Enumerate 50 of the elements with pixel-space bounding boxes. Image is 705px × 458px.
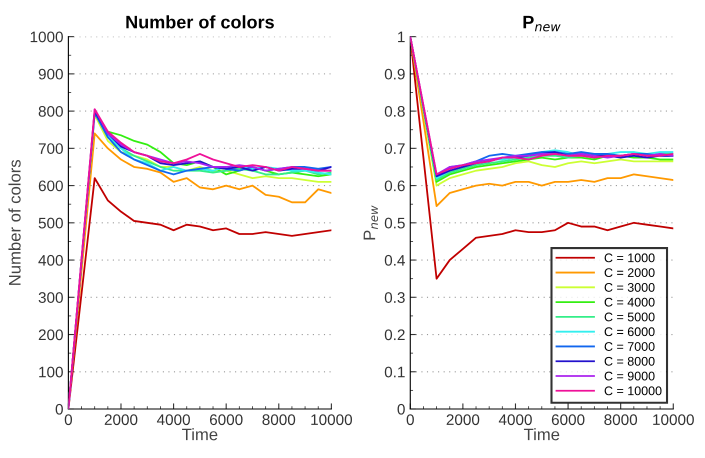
y-tick-label: 0.7 xyxy=(384,143,405,154)
y-tick-label: 0 xyxy=(398,404,405,415)
y-tick-label: 800 xyxy=(38,106,63,117)
y-tick-label: 900 xyxy=(38,68,63,80)
x-tick-label: 0 xyxy=(64,414,72,426)
x-tick-label: 4000 xyxy=(156,414,190,426)
x-tick-label: 6000 xyxy=(210,414,243,426)
legend-label: C = 7000 xyxy=(604,342,655,351)
y-tick-label: 1000 xyxy=(30,32,63,42)
y-tick-label: 0 xyxy=(56,404,63,415)
y-tick-label: 0.1 xyxy=(384,366,405,378)
y-tick-label: 200 xyxy=(38,329,63,340)
y-tick-label: 0.6 xyxy=(384,180,405,192)
x-axis-title: Time xyxy=(182,428,218,440)
chart-title: P$_{new}$ xyxy=(523,16,561,32)
x-tick-label: 4000 xyxy=(498,414,532,426)
x-tick-label: 6000 xyxy=(552,414,584,426)
y-tick-label: 400 xyxy=(38,254,63,266)
legend-label: C = 1000 xyxy=(604,253,655,262)
y-tick-label: 0.3 xyxy=(384,292,405,303)
legend-label: C = 2000 xyxy=(604,268,655,278)
chart-title: Number of colors xyxy=(126,15,274,28)
x-tick-label: 0 xyxy=(406,414,414,426)
y-tick-label: 0.2 xyxy=(384,329,405,340)
legend-label: C = 10000 xyxy=(604,386,662,396)
y-tick-label: 0.5 xyxy=(384,218,405,229)
x-tick-label: 8000 xyxy=(262,414,296,426)
y-axis-title: P$_{new}$ xyxy=(364,205,378,240)
x-tick-label: 2000 xyxy=(446,414,480,426)
legend-label: C = 3000 xyxy=(604,282,655,292)
y-tick-label: 300 xyxy=(38,292,63,303)
y-tick-label: 0.8 xyxy=(384,106,405,117)
x-tick-label: 10000 xyxy=(653,414,694,426)
legend-label: C = 9000 xyxy=(604,372,655,380)
legend-label: C = 8000 xyxy=(604,356,655,366)
x-axis-title: Time xyxy=(524,428,560,440)
y-tick-label: 600 xyxy=(38,180,63,192)
y-tick-label: 100 xyxy=(39,366,63,378)
y-tick-label: 1 xyxy=(398,32,405,42)
y-tick-label: 0.4 xyxy=(384,254,405,266)
y-tick-label: 0.9 xyxy=(384,68,405,80)
y-tick-label: 700 xyxy=(38,143,63,154)
legend-label: C = 5000 xyxy=(604,312,655,322)
x-tick-label: 8000 xyxy=(604,414,638,426)
y-axis-title: Number of colors xyxy=(8,160,21,285)
legend-label: C = 4000 xyxy=(604,298,655,307)
x-tick-label: 2000 xyxy=(104,414,138,426)
x-tick-label: 10000 xyxy=(311,414,352,426)
legend-label: C = 6000 xyxy=(604,327,655,336)
y-tick-label: 500 xyxy=(38,218,63,229)
